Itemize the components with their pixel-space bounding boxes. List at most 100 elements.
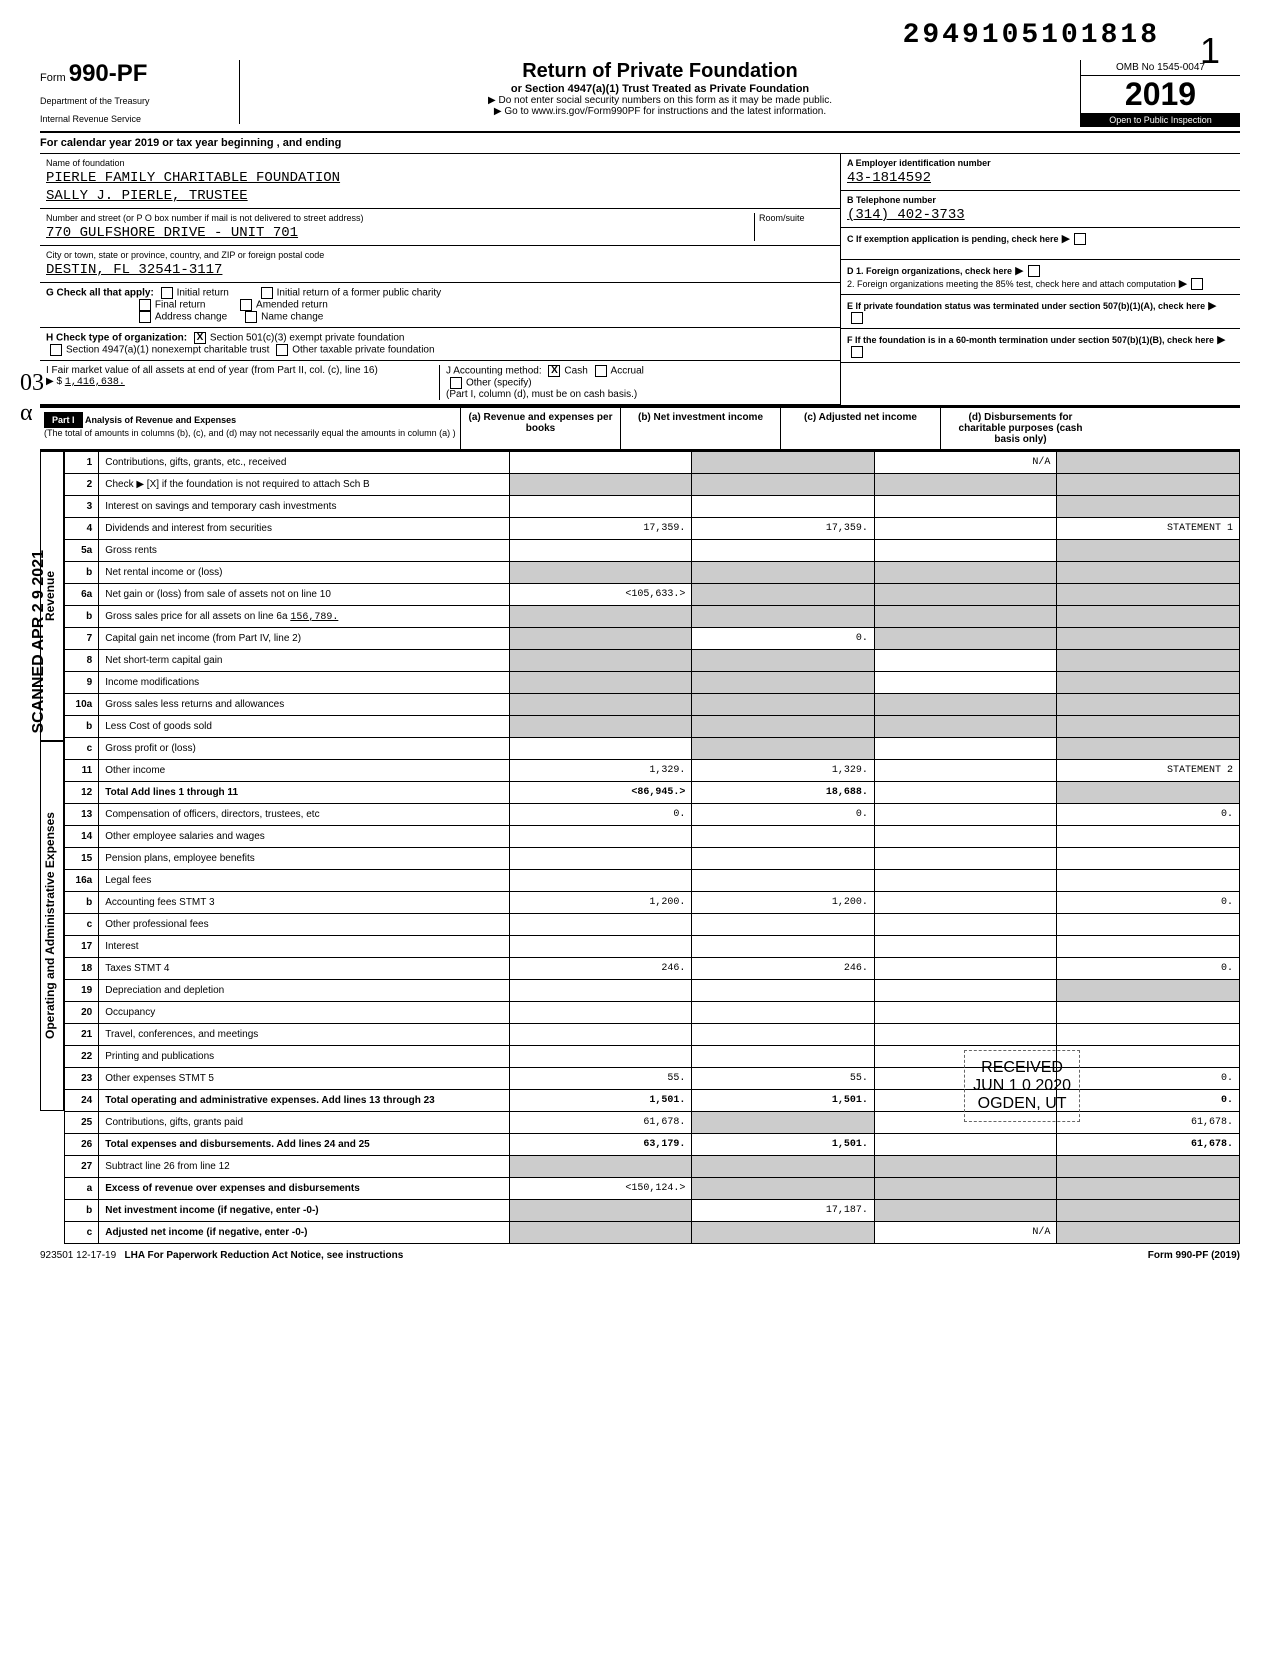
checkbox-initial-return-former[interactable] (261, 287, 273, 299)
table-row: 7Capital gain net income (from Part IV, … (65, 628, 1240, 650)
table-row: 9Income modifications (65, 672, 1240, 694)
table-row: 16aLegal fees (65, 870, 1240, 892)
expenses-side-label: Operating and Administrative Expenses (40, 741, 64, 1111)
identification-section: Name of foundation PIERLE FAMILY CHARITA… (40, 154, 1240, 406)
checkbox-name-change[interactable] (245, 311, 257, 323)
checkbox-foreign-org[interactable] (1028, 265, 1040, 277)
page-footer: 923501 12-17-19 LHA For Paperwork Reduct… (40, 1244, 1240, 1261)
address-label: Number and street (or P O box number if … (46, 213, 754, 223)
section-d2-label: 2. Foreign organizations meeting the 85%… (847, 279, 1176, 289)
col-d-header: (d) Disbursements for charitable purpose… (940, 408, 1100, 449)
checkbox-status-terminated[interactable] (851, 312, 863, 324)
address-value: 770 GULFSHORE DRIVE - UNIT 701 (46, 225, 754, 241)
section-c-label: C If exemption application is pending, c… (847, 234, 1059, 244)
table-row: 21Travel, conferences, and meetings (65, 1024, 1240, 1046)
phone-value: (314) 402-3733 (847, 207, 1234, 223)
checkbox-amended-return[interactable] (240, 299, 252, 311)
table-row: 18Taxes STMT 4246.246.0. (65, 958, 1240, 980)
table-row: 17Interest (65, 936, 1240, 958)
part1-note: (The total of amounts in columns (b), (c… (44, 428, 456, 438)
table-row: 20Occupancy (65, 1002, 1240, 1024)
checkbox-85-test[interactable] (1191, 278, 1203, 290)
instruction-2: ▶ Go to www.irs.gov/Form990PF for instru… (250, 106, 1070, 117)
section-h: H Check type of organization: Section 50… (40, 328, 840, 361)
foundation-name-2: SALLY J. PIERLE, TRUSTEE (46, 188, 834, 204)
handwritten-mark-1: 03 (20, 370, 44, 397)
form-number: 990-PF (69, 60, 148, 87)
part1-title: Analysis of Revenue and Expenses (85, 415, 236, 425)
calendar-year-row: For calendar year 2019 or tax year begin… (40, 133, 1240, 154)
form-reference: Form 990-PF (2019) (1148, 1250, 1240, 1261)
section-f-label: F If the foundation is in a 60-month ter… (847, 335, 1214, 345)
dept-irs: Internal Revenue Service (40, 114, 231, 124)
table-row: bNet rental income or (loss) (65, 562, 1240, 584)
ein-label: A Employer identification number (847, 158, 1234, 168)
room-label: Room/suite (759, 213, 834, 223)
table-row: cGross profit or (loss) (65, 738, 1240, 760)
table-row: 14Other employee salaries and wages (65, 826, 1240, 848)
section-g: G Check all that apply: Initial return I… (40, 283, 840, 328)
table-row: 27Subtract line 26 from line 12 (65, 1156, 1240, 1178)
checkbox-other-taxable[interactable] (276, 344, 288, 356)
tax-year: 2019 (1081, 76, 1240, 113)
col-c-header: (c) Adjusted net income (780, 408, 940, 449)
foundation-name-1: PIERLE FAMILY CHARITABLE FOUNDATION (46, 170, 834, 186)
ein-value: 43-1814592 (847, 170, 1234, 186)
city-label: City or town, state or province, country… (46, 250, 834, 260)
page-number: 1 (1200, 30, 1220, 72)
table-row: 11Other income1,329.1,329.STATEMENT 2 (65, 760, 1240, 782)
part1-table: Revenue Operating and Administrative Exp… (40, 451, 1240, 1244)
table-row: 10aGross sales less returns and allowanc… (65, 694, 1240, 716)
table-row: 2Check ▶ [X] if the foundation is not re… (65, 474, 1240, 496)
city-value: DESTIN, FL 32541-3117 (46, 262, 834, 278)
table-row: bLess Cost of goods sold (65, 716, 1240, 738)
checkbox-501c3[interactable] (194, 332, 206, 344)
instruction-1: ▶ Do not enter social security numbers o… (250, 95, 1070, 106)
table-row: 1Contributions, gifts, grants, etc., rec… (65, 452, 1240, 474)
table-row: 6aNet gain or (loss) from sale of assets… (65, 584, 1240, 606)
table-row: bAccounting fees STMT 31,200.1,200.0. (65, 892, 1240, 914)
section-i-j: I Fair market value of all assets at end… (40, 361, 840, 405)
table-row: 3Interest on savings and temporary cash … (65, 496, 1240, 518)
part1-header-row: Part I Analysis of Revenue and Expenses … (40, 406, 1240, 451)
checkbox-initial-return[interactable] (161, 287, 173, 299)
revenue-expense-table: 1Contributions, gifts, grants, etc., rec… (64, 451, 1240, 1244)
col-b-header: (b) Net investment income (620, 408, 780, 449)
checkbox-address-change[interactable] (139, 311, 151, 323)
table-row: 13Compensation of officers, directors, t… (65, 804, 1240, 826)
public-inspection: Open to Public Inspection (1081, 113, 1240, 127)
foundation-name-label: Name of foundation (46, 158, 834, 168)
table-row: 12Total Add lines 1 through 11<86,945.>1… (65, 782, 1240, 804)
checkbox-exemption-pending[interactable] (1074, 233, 1086, 245)
table-row: 8Net short-term capital gain (65, 650, 1240, 672)
dept-treasury: Department of the Treasury (40, 96, 231, 106)
document-number: 2949105101818 (903, 20, 1160, 51)
checkbox-4947a1[interactable] (50, 344, 62, 356)
table-row: 26Total expenses and disbursements. Add … (65, 1134, 1240, 1156)
checkbox-60-month[interactable] (851, 346, 863, 358)
table-row: aExcess of revenue over expenses and dis… (65, 1178, 1240, 1200)
checkbox-final-return[interactable] (139, 299, 151, 311)
table-row: bGross sales price for all assets on lin… (65, 606, 1240, 628)
table-row: 15Pension plans, employee benefits (65, 848, 1240, 870)
table-row: 4Dividends and interest from securities1… (65, 518, 1240, 540)
checkbox-accrual[interactable] (595, 365, 607, 377)
table-row: bNet investment income (if negative, ent… (65, 1200, 1240, 1222)
section-d1-label: D 1. Foreign organizations, check here (847, 266, 1012, 276)
form-title: Return of Private Foundation (250, 60, 1070, 83)
revenue-side-label: Revenue (40, 451, 64, 741)
section-e-label: E If private foundation status was termi… (847, 301, 1205, 311)
checkbox-other-method[interactable] (450, 377, 462, 389)
phone-label: B Telephone number (847, 195, 1234, 205)
form-header: Form 990-PF Department of the Treasury I… (40, 60, 1240, 133)
form-prefix: Form (40, 72, 66, 84)
received-stamp: RECEIVED JUN 1 0 2020 OGDEN, UT (964, 1050, 1080, 1122)
table-row: cAdjusted net income (if negative, enter… (65, 1222, 1240, 1244)
table-row: 19Depreciation and depletion (65, 980, 1240, 1002)
handwritten-mark-2: α (20, 400, 33, 427)
col-a-header: (a) Revenue and expenses per books (460, 408, 620, 449)
table-row: cOther professional fees (65, 914, 1240, 936)
form-subtitle: or Section 4947(a)(1) Trust Treated as P… (250, 83, 1070, 95)
part1-label: Part I (44, 412, 83, 428)
checkbox-cash[interactable] (548, 365, 560, 377)
